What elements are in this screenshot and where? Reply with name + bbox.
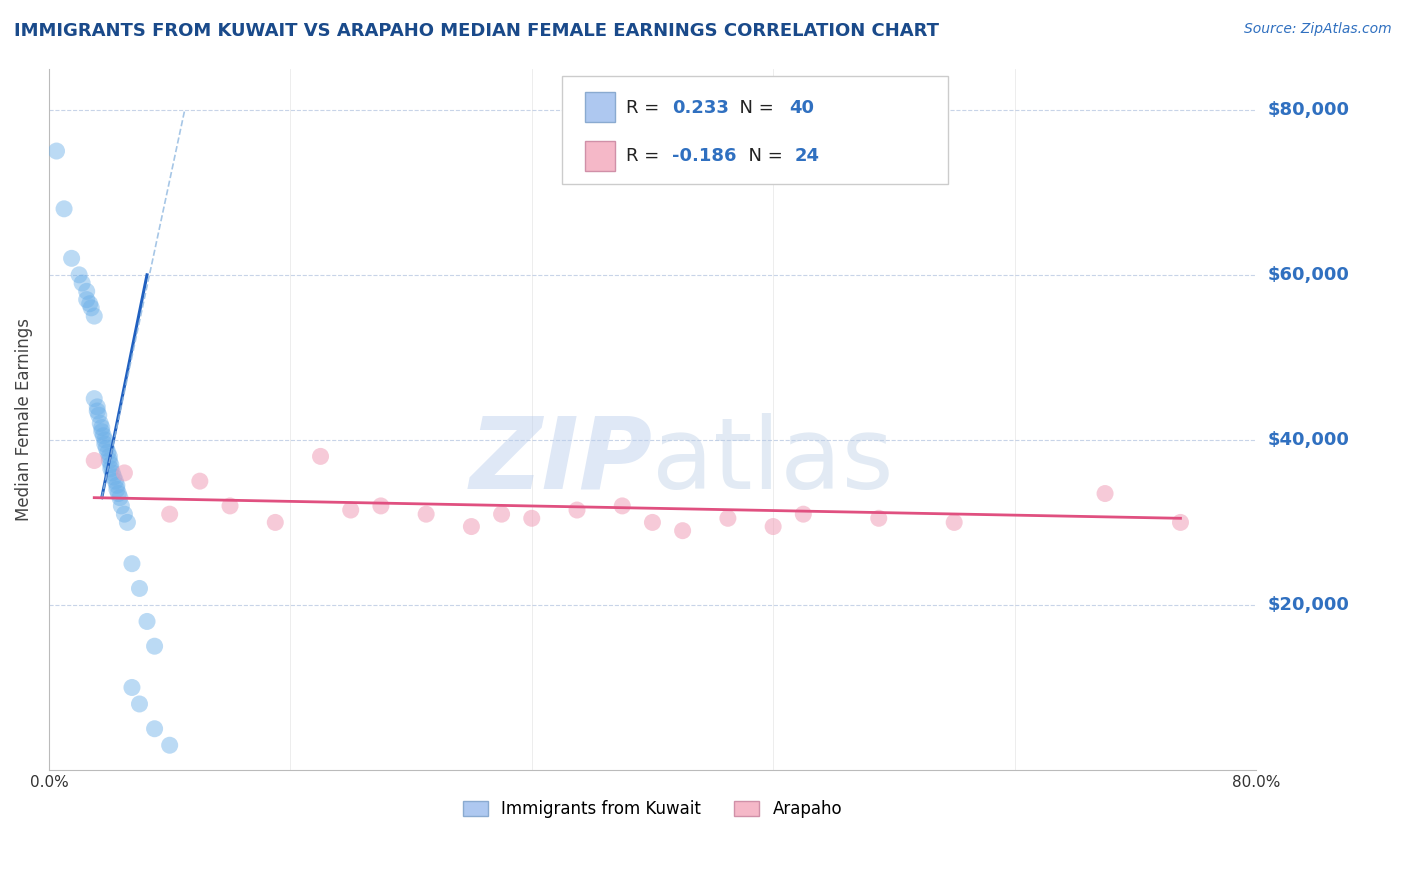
Point: [45, 144, 67, 158]
Point: [121, 681, 143, 695]
Point: [76, 285, 98, 299]
Point: [70, 276, 93, 290]
Text: 40: 40: [789, 98, 814, 117]
Point: [565, 503, 588, 517]
Text: ZIP: ZIP: [470, 413, 652, 510]
Point: [188, 474, 211, 488]
Point: [868, 511, 890, 525]
Text: N =: N =: [737, 147, 789, 165]
Point: [1094, 486, 1116, 500]
Point: [86, 400, 108, 414]
Point: [79, 296, 101, 310]
Point: [108, 491, 131, 505]
Point: [53, 202, 76, 216]
Point: [117, 516, 139, 530]
FancyBboxPatch shape: [585, 141, 614, 170]
Point: [60, 252, 83, 266]
Text: $60,000: $60,000: [1268, 266, 1350, 284]
Point: [103, 470, 125, 484]
Point: [96, 441, 118, 455]
Point: [641, 516, 664, 530]
Point: [128, 582, 150, 596]
Text: $20,000: $20,000: [1268, 596, 1350, 614]
Point: [90, 425, 112, 439]
Point: [76, 293, 98, 307]
Point: [491, 507, 513, 521]
Point: [97, 445, 120, 459]
Text: Source: ZipAtlas.com: Source: ZipAtlas.com: [1244, 22, 1392, 37]
Point: [943, 516, 966, 530]
Point: [520, 511, 543, 525]
Point: [98, 453, 121, 467]
Point: [415, 507, 437, 521]
Point: [100, 458, 122, 472]
Point: [89, 417, 111, 431]
Point: [112, 466, 135, 480]
Text: IMMIGRANTS FROM KUWAIT VS ARAPAHO MEDIAN FEMALE EARNINGS CORRELATION CHART: IMMIGRANTS FROM KUWAIT VS ARAPAHO MEDIAN…: [14, 22, 939, 40]
Text: R =: R =: [626, 147, 665, 165]
Point: [83, 309, 105, 323]
Point: [94, 433, 117, 447]
Point: [80, 301, 103, 315]
Point: [67, 268, 90, 282]
Point: [94, 437, 117, 451]
Text: 0.233: 0.233: [672, 98, 728, 117]
Point: [219, 499, 242, 513]
Y-axis label: Median Female Earnings: Median Female Earnings: [15, 318, 32, 521]
Point: [83, 453, 105, 467]
Point: [112, 507, 135, 521]
Point: [101, 466, 124, 480]
Text: $40,000: $40,000: [1268, 431, 1350, 449]
FancyBboxPatch shape: [585, 92, 614, 122]
Point: [91, 429, 114, 443]
Point: [1170, 516, 1192, 530]
Point: [762, 519, 785, 533]
Point: [86, 404, 108, 418]
Point: [460, 519, 482, 533]
Point: [159, 507, 181, 521]
Point: [159, 738, 181, 752]
Point: [90, 420, 112, 434]
Point: [128, 697, 150, 711]
Point: [105, 483, 128, 497]
Point: [672, 524, 695, 538]
Point: [612, 499, 634, 513]
Text: R =: R =: [626, 98, 665, 117]
Text: atlas: atlas: [652, 413, 894, 510]
Point: [264, 516, 287, 530]
Point: [339, 503, 361, 517]
Legend: Immigrants from Kuwait, Arapaho: Immigrants from Kuwait, Arapaho: [456, 794, 849, 825]
Point: [87, 408, 110, 422]
Point: [105, 478, 128, 492]
Point: [100, 462, 122, 476]
Point: [107, 486, 129, 500]
Point: [136, 615, 159, 629]
Point: [792, 507, 814, 521]
Point: [110, 499, 132, 513]
Point: [121, 557, 143, 571]
Text: N =: N =: [728, 98, 780, 117]
Point: [143, 639, 166, 653]
Text: -0.186: -0.186: [672, 147, 737, 165]
FancyBboxPatch shape: [562, 76, 948, 185]
Point: [309, 450, 332, 464]
Point: [98, 450, 121, 464]
Point: [717, 511, 740, 525]
Point: [104, 474, 127, 488]
Point: [143, 722, 166, 736]
Text: $80,000: $80,000: [1268, 101, 1350, 119]
Point: [83, 392, 105, 406]
Point: [370, 499, 392, 513]
Text: 24: 24: [794, 147, 820, 165]
